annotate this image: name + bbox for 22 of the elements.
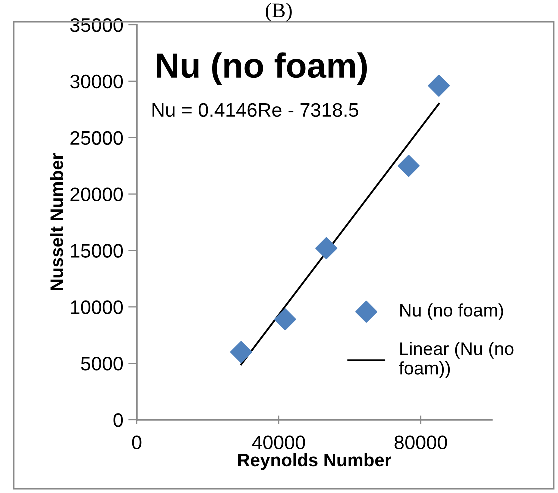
legend-label: Linear (Nu (no foam)) — [399, 342, 514, 378]
annotation: Nu = 0.4146Re - 7318.5 — [152, 103, 358, 118]
x-tick-label: 40000 — [252, 436, 306, 450]
x-axis-title: Reynolds Number — [238, 453, 392, 470]
point — [398, 155, 420, 178]
x-tick-label: 80000 — [394, 436, 448, 450]
x-tick-label: 0 — [132, 436, 142, 450]
point — [274, 308, 296, 331]
y-tick-label: 10000 — [71, 300, 124, 314]
legend-label: Nu (no foam) — [400, 304, 504, 320]
text: Nu (no foam) — [157, 52, 368, 86]
y-tick-label: 15000 — [71, 244, 124, 258]
y-tick-label: 20000 — [70, 188, 124, 202]
point — [316, 237, 338, 260]
point — [428, 74, 450, 97]
y-tick-label: 30000 — [70, 74, 124, 89]
chart-subtitle: (B) — [266, 3, 292, 22]
y-tick-label: 25000 — [70, 131, 124, 146]
point — [230, 341, 252, 364]
y-axis-title: Nusselt Number — [50, 154, 64, 291]
y-tick-label: 5000 — [81, 357, 124, 371]
y-tick-label: 0 — [114, 413, 124, 428]
